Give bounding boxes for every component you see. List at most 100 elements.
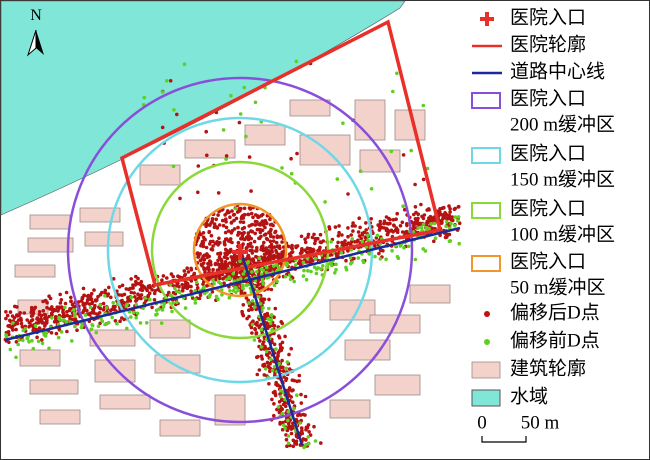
point: [246, 231, 251, 235]
point: [4, 310, 8, 314]
scale-end: 50 m: [521, 412, 560, 433]
point: [107, 285, 111, 290]
point: [351, 229, 355, 233]
point: [268, 324, 272, 329]
point: [120, 283, 125, 288]
legend-label: 200 m缓冲区: [510, 113, 615, 135]
point: [364, 228, 369, 232]
point: [253, 231, 257, 236]
point: [323, 200, 327, 204]
point: [48, 296, 53, 301]
point: [159, 321, 164, 325]
point: [261, 248, 266, 253]
point: [284, 437, 289, 442]
point: [389, 228, 394, 233]
building: [354, 99, 386, 141]
point: [251, 215, 255, 219]
point: [65, 310, 69, 314]
point: [226, 229, 231, 233]
point: [452, 207, 457, 211]
hospital-outline: [119, 19, 443, 288]
point: [237, 120, 242, 125]
point: [198, 252, 202, 256]
point: [286, 418, 290, 423]
point: [285, 263, 289, 268]
point: [196, 164, 201, 168]
point: [299, 430, 303, 435]
point: [133, 295, 137, 299]
point: [89, 327, 94, 332]
point: [216, 213, 220, 217]
point: [250, 222, 255, 227]
point: [113, 319, 118, 323]
point: [207, 277, 211, 282]
point: [85, 308, 89, 313]
point: [253, 100, 258, 105]
road-centerline: [241, 257, 304, 446]
point: [42, 321, 46, 325]
point: [286, 441, 291, 446]
point: [139, 293, 144, 297]
point: [150, 305, 154, 310]
point: [95, 312, 99, 316]
point: [209, 247, 214, 251]
point: [42, 312, 47, 317]
point: [234, 216, 239, 221]
point: [261, 306, 265, 310]
point: [134, 315, 138, 320]
point: [160, 278, 164, 283]
point: [285, 444, 289, 449]
legend-symbol: [471, 255, 501, 272]
point: [416, 216, 420, 221]
point: [14, 355, 18, 360]
point: [346, 234, 350, 239]
point: [196, 236, 201, 240]
point: [419, 202, 423, 207]
point: [138, 321, 143, 325]
point: [358, 225, 362, 230]
point: [209, 221, 213, 225]
point: [293, 441, 297, 445]
point: [358, 169, 363, 173]
legend-label: 50 m缓冲区: [510, 276, 606, 298]
point: [283, 274, 288, 279]
point: [55, 305, 59, 310]
point: [250, 322, 255, 327]
point: [353, 224, 357, 228]
point: [416, 226, 420, 231]
point: [30, 338, 34, 343]
point: [427, 226, 431, 231]
point: [212, 222, 217, 226]
point: [212, 225, 217, 229]
point: [278, 394, 283, 399]
point: [240, 283, 245, 287]
point: [31, 308, 36, 313]
point: [272, 245, 277, 249]
point: [259, 345, 264, 349]
point: [282, 423, 286, 428]
point: [228, 215, 232, 219]
point: [263, 367, 268, 371]
point: [111, 277, 116, 281]
point: [270, 397, 274, 402]
point: [241, 272, 245, 276]
building: [244, 124, 286, 146]
point: [265, 353, 270, 358]
point: [250, 331, 254, 335]
point: [346, 249, 350, 253]
point: [227, 271, 232, 276]
point: [333, 271, 337, 275]
building: [374, 374, 421, 396]
point: [289, 427, 294, 431]
point: [245, 282, 250, 287]
point: [334, 262, 338, 267]
point: [183, 272, 188, 277]
point: [15, 314, 20, 318]
point: [15, 305, 19, 309]
point: [312, 424, 316, 429]
point: [14, 327, 18, 332]
buffer-200m: [66, 76, 414, 424]
point: [50, 305, 54, 309]
point: [295, 151, 299, 156]
point: [241, 303, 246, 307]
